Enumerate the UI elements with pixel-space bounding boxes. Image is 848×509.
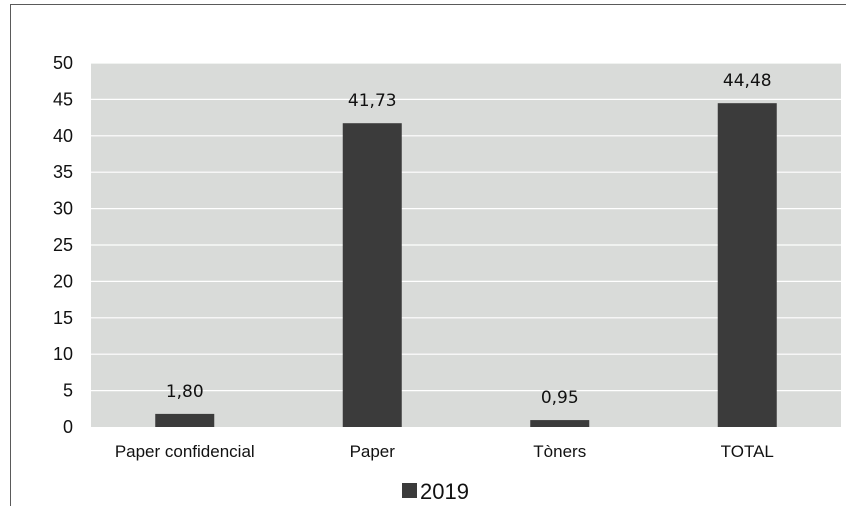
y-tick-label: 0 [63,417,73,437]
y-tick-label: 25 [53,235,73,255]
x-category-label: Paper [350,442,396,461]
x-axis-category-labels: Paper confidencial Paper Tòners TOTAL [115,442,774,461]
gridlines [91,62,841,392]
bar [342,123,402,427]
x-category-label: Tòners [533,442,586,461]
data-label: 44,48 [723,71,772,91]
bars [155,103,777,427]
y-tick-label: 50 [53,53,73,73]
data-label: 0,95 [541,388,579,408]
y-tick-label: 35 [53,162,73,182]
x-category-label: TOTAL [721,442,774,461]
bar [530,420,590,427]
bar [717,103,777,427]
data-labels: 1,80 41,73 0,95 44,48 [166,71,772,408]
y-tick-label: 5 [63,381,73,401]
y-tick-label: 10 [53,344,73,364]
y-tick-label: 20 [53,271,73,291]
data-label: 1,80 [166,382,204,402]
bar [155,413,215,427]
y-axis-tick-labels: 0 5 10 15 20 25 30 35 40 45 50 [53,53,73,437]
y-tick-label: 30 [53,199,73,219]
legend-label-2019: 2019 [420,479,469,504]
x-category-label: Paper confidencial [115,442,255,461]
y-tick-label: 15 [53,308,73,328]
legend-swatch-2019 [402,483,417,498]
data-label: 41,73 [348,91,397,111]
y-tick-label: 45 [53,89,73,109]
y-tick-label: 40 [53,126,73,146]
legend: 2019 [402,479,469,504]
